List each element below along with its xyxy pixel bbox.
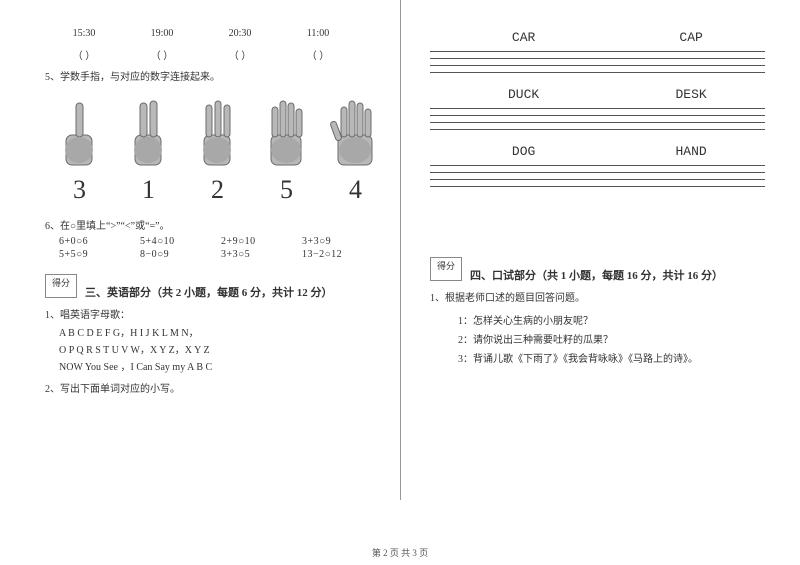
eq-cell: 3+3○5 [221, 249, 299, 260]
eq-cell: 13−2○12 [302, 249, 380, 260]
score-box: 得分 [430, 257, 462, 281]
question-4-1: 1、根据老师口述的题目回答问题。 [430, 289, 765, 304]
eq-cell: 2+9○10 [221, 236, 299, 247]
word-right: DESK [617, 87, 765, 102]
question-6: 6、在○里填上“>”“<”或“=”。 [45, 217, 390, 232]
number-item: 1 [114, 175, 183, 205]
hands-row [45, 93, 390, 167]
sub-question-3: 3：背诵儿歌《下雨了》《我会背咏咏》《马路上的诗》。 [458, 350, 765, 369]
word-pair: DUCK DESK [430, 87, 765, 102]
time-item: 11:00 [279, 28, 357, 39]
score-label: 得分 [52, 278, 70, 288]
eq-row: 6+0○6 5+4○10 2+9○10 3+3○9 [59, 236, 390, 247]
word-block: DOG HAND [430, 144, 765, 187]
word-left: CAR [430, 30, 617, 45]
column-divider [400, 0, 401, 500]
word-right: HAND [617, 144, 765, 159]
word-right: CAP [617, 30, 765, 45]
hand-icon-2 [114, 93, 183, 167]
writing-rule [430, 166, 765, 173]
hand-icon-5 [321, 93, 390, 167]
eq-cell: 8−0○9 [140, 249, 218, 260]
section-3-title-text: 三、英语部分（共 2 小题，每题 6 分，共计 12 分） [85, 287, 333, 299]
word-block: DUCK DESK [430, 87, 765, 130]
eq-row: 5+5○9 8−0○9 3+3○5 13−2○12 [59, 249, 390, 260]
word-left: DUCK [430, 87, 617, 102]
abc-line-c: NOW You See ，I Can Say my A B C [59, 359, 390, 376]
time-item: 19:00 [123, 28, 201, 39]
word-left: DOG [430, 144, 617, 159]
section-3-title: 三、英语部分（共 2 小题，每题 6 分，共计 12 分） [85, 284, 390, 300]
numbers-row: 3 1 2 5 4 [45, 175, 390, 205]
hand-icon-3 [183, 93, 252, 167]
number-item: 5 [252, 175, 321, 205]
abc-line-a: A B C D E F G，H I J K L M N， [59, 325, 390, 342]
hand-icon-4 [252, 93, 321, 167]
question-3-2: 2、写出下面单词对应的小写。 [45, 380, 390, 395]
time-item: 15:30 [45, 28, 123, 39]
writing-rule [430, 52, 765, 59]
writing-rule [430, 180, 765, 187]
section-4-title-text: 四、口试部分（共 1 小题，每题 16 分，共计 16 分） [470, 270, 723, 282]
paren: （ ） [45, 47, 123, 62]
question-3-1: 1、唱英语字母歌： [45, 306, 390, 321]
paren-row: （ ） （ ） （ ） （ ） [45, 47, 390, 62]
writing-rule [430, 116, 765, 123]
writing-rule [430, 109, 765, 116]
paren: （ ） [279, 47, 357, 62]
hand-icon-1 [45, 93, 114, 167]
number-item: 4 [321, 175, 390, 205]
paren: （ ） [201, 47, 279, 62]
word-pair: CAR CAP [430, 30, 765, 45]
writing-rule [430, 45, 765, 52]
eq-cell: 3+3○9 [302, 236, 380, 247]
time-item: 20:30 [201, 28, 279, 39]
word-pair: DOG HAND [430, 144, 765, 159]
writing-rule [430, 66, 765, 73]
number-item: 3 [45, 175, 114, 205]
eq-cell: 5+5○9 [59, 249, 137, 260]
word-block: CAR CAP [430, 30, 765, 73]
section-4-wrap: 得分 四、口试部分（共 1 小题，每题 16 分，共计 16 分） 1、根据老师… [430, 257, 765, 369]
eq-cell: 5+4○10 [140, 236, 218, 247]
sub-question-1: 1：怎样关心生病的小朋友呢？ [458, 312, 765, 331]
writing-rule [430, 173, 765, 180]
score-label: 得分 [437, 261, 455, 271]
paren: （ ） [123, 47, 201, 62]
right-column: CAR CAP DUCK DESK DOG HAND [400, 0, 800, 520]
writing-rule [430, 102, 765, 109]
writing-rule [430, 123, 765, 130]
left-column: 15:30 19:00 20:30 11:00 （ ） （ ） （ ） （ ） … [0, 0, 400, 520]
sub-question-2: 2：请你说出三种需要吐籽的瓜果？ [458, 331, 765, 350]
eq-cell: 6+0○6 [59, 236, 137, 247]
section-4-title: 四、口试部分（共 1 小题，每题 16 分，共计 16 分） [470, 267, 765, 283]
writing-rule [430, 159, 765, 166]
score-box: 得分 [45, 274, 77, 298]
times-row: 15:30 19:00 20:30 11:00 [45, 28, 390, 39]
abc-line-b: O P Q R S T U V W，X Y Z，X Y Z [59, 342, 390, 359]
writing-rule [430, 59, 765, 66]
page-footer: 第 2 页 共 3 页 [0, 546, 800, 559]
question-5: 5、学数手指，与对应的数字连接起来。 [45, 68, 390, 83]
number-item: 2 [183, 175, 252, 205]
